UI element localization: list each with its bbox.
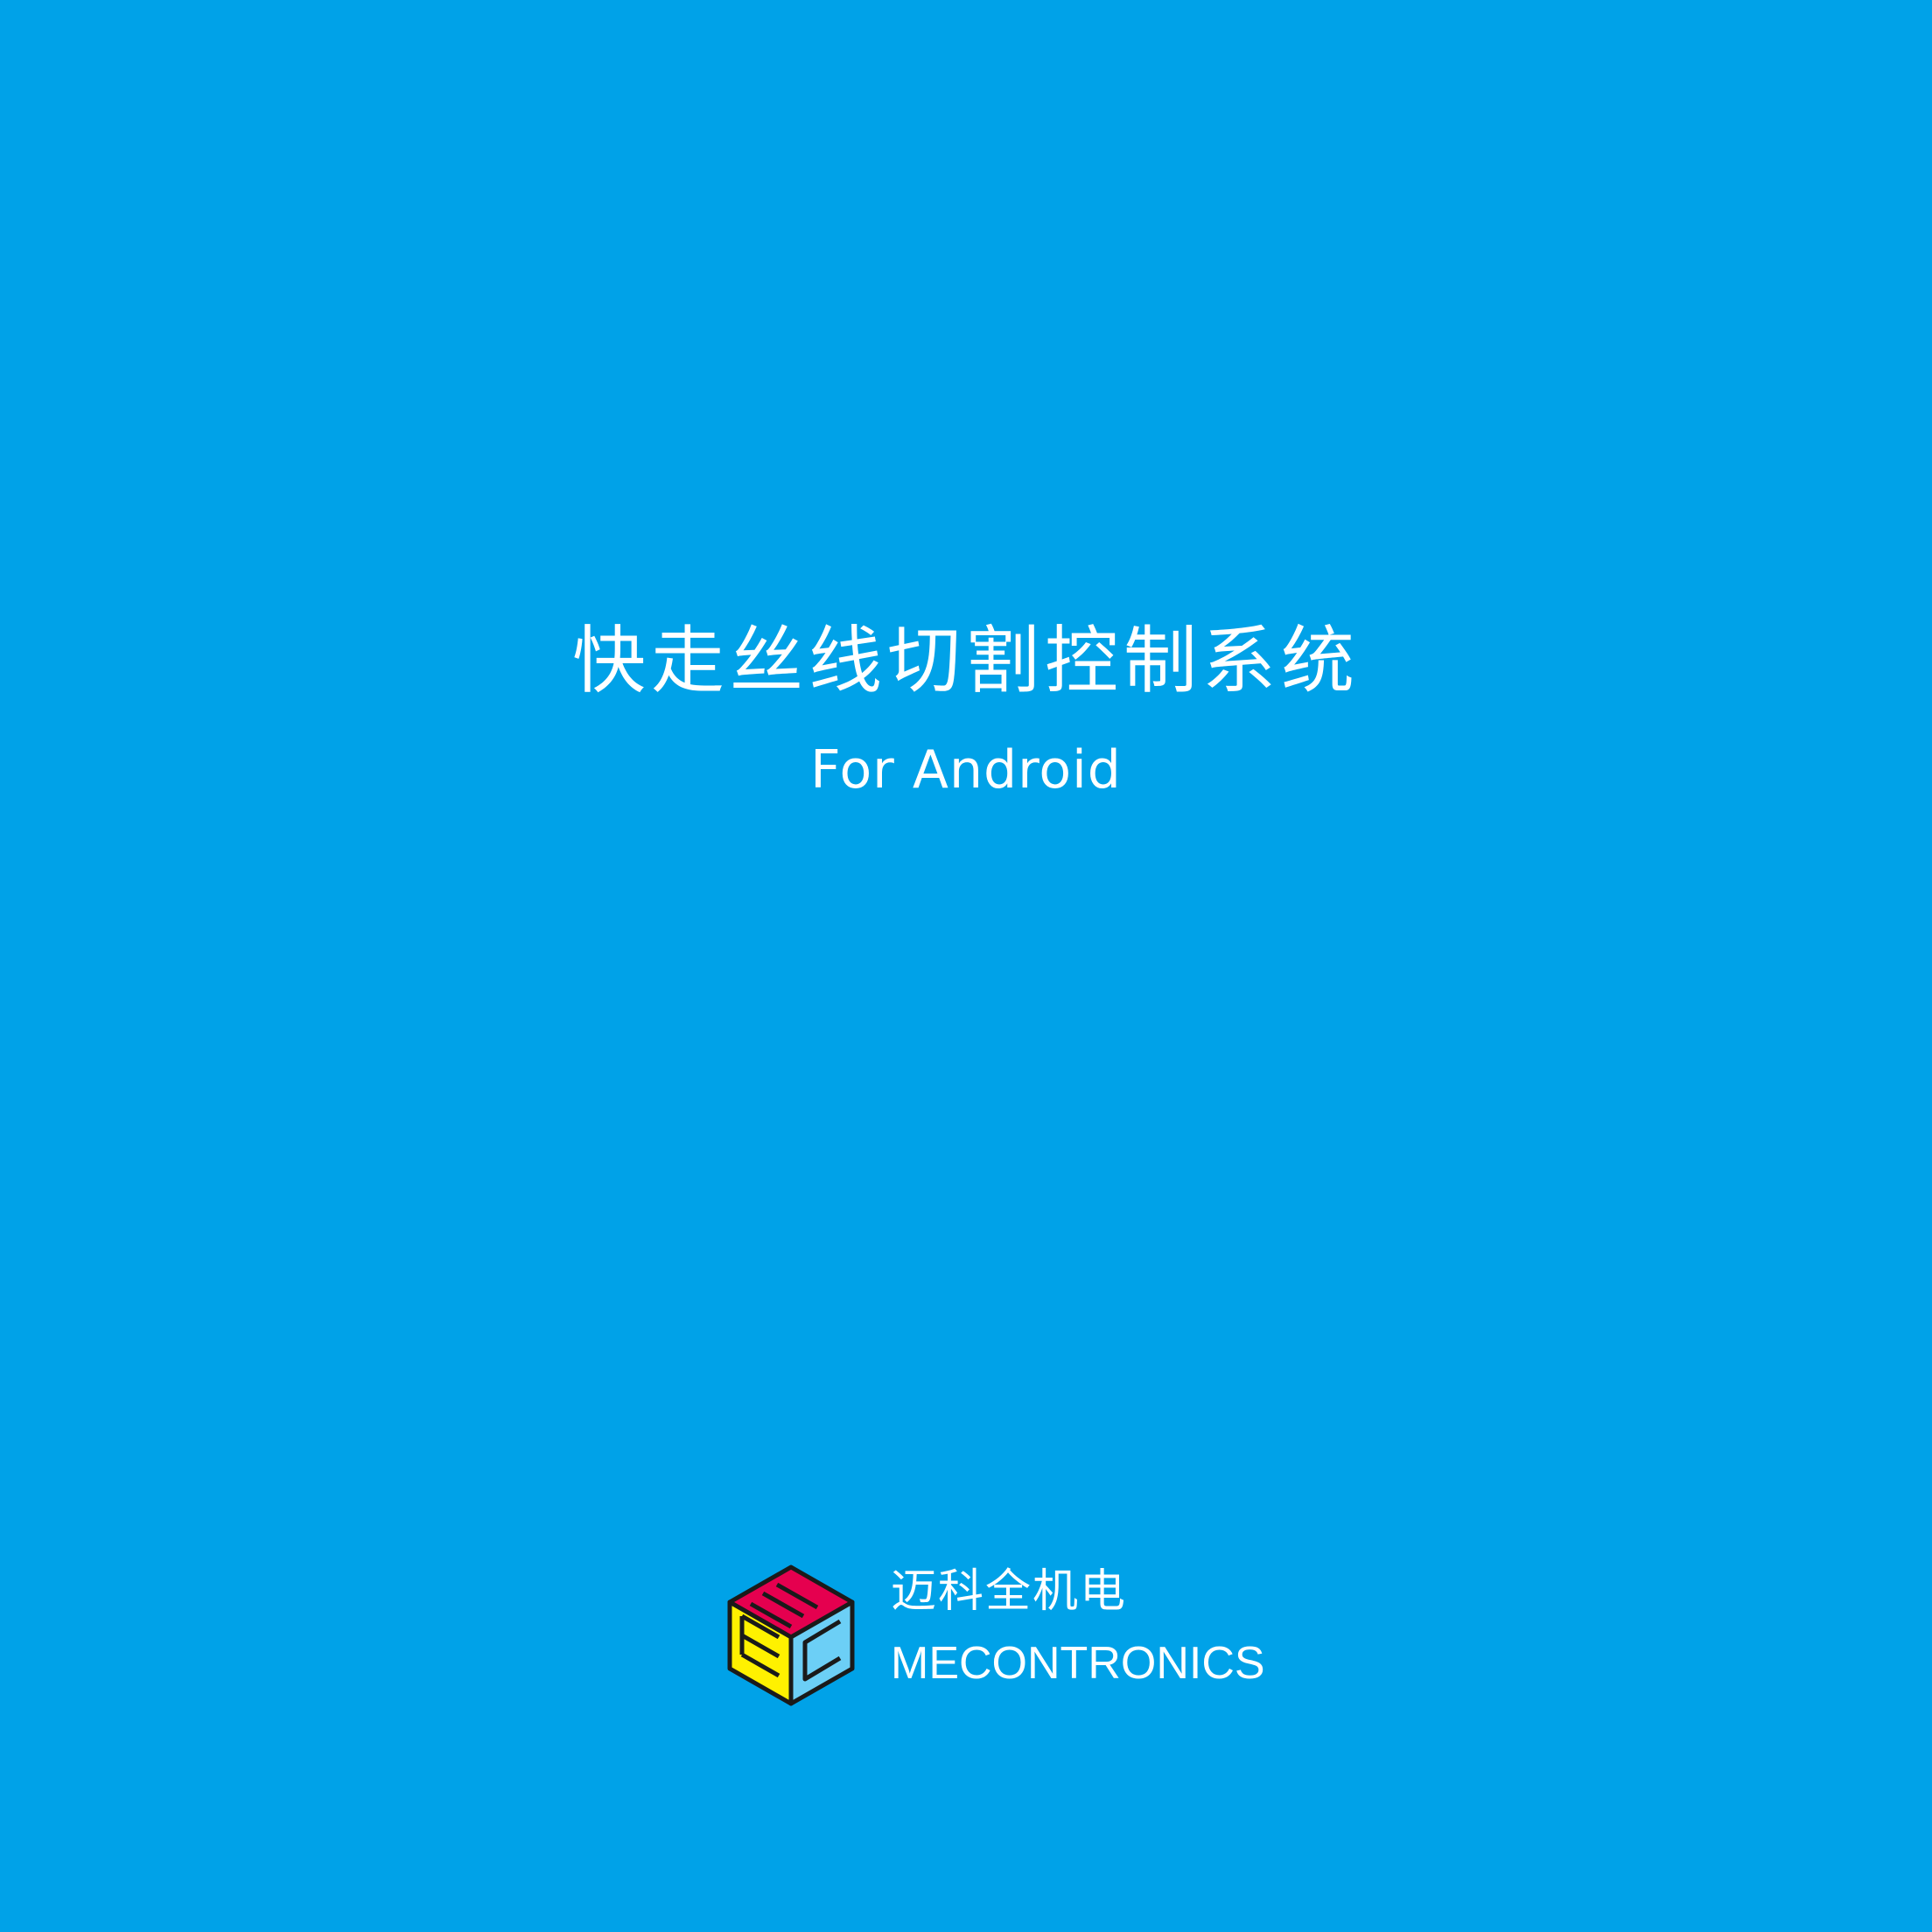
mec-cube-logo-icon [727, 1564, 855, 1706]
brand-block: 迈科全机电 MECONTRONICS [724, 1562, 1284, 1711]
platform-subtitle: For Android [810, 739, 1122, 801]
brand-name-en: MECONTRONICS [891, 1638, 1265, 1689]
app-title: 快走丝线切割控制系统 [571, 618, 1360, 704]
brand-name-cn: 迈科全机电 [891, 1565, 1128, 1618]
